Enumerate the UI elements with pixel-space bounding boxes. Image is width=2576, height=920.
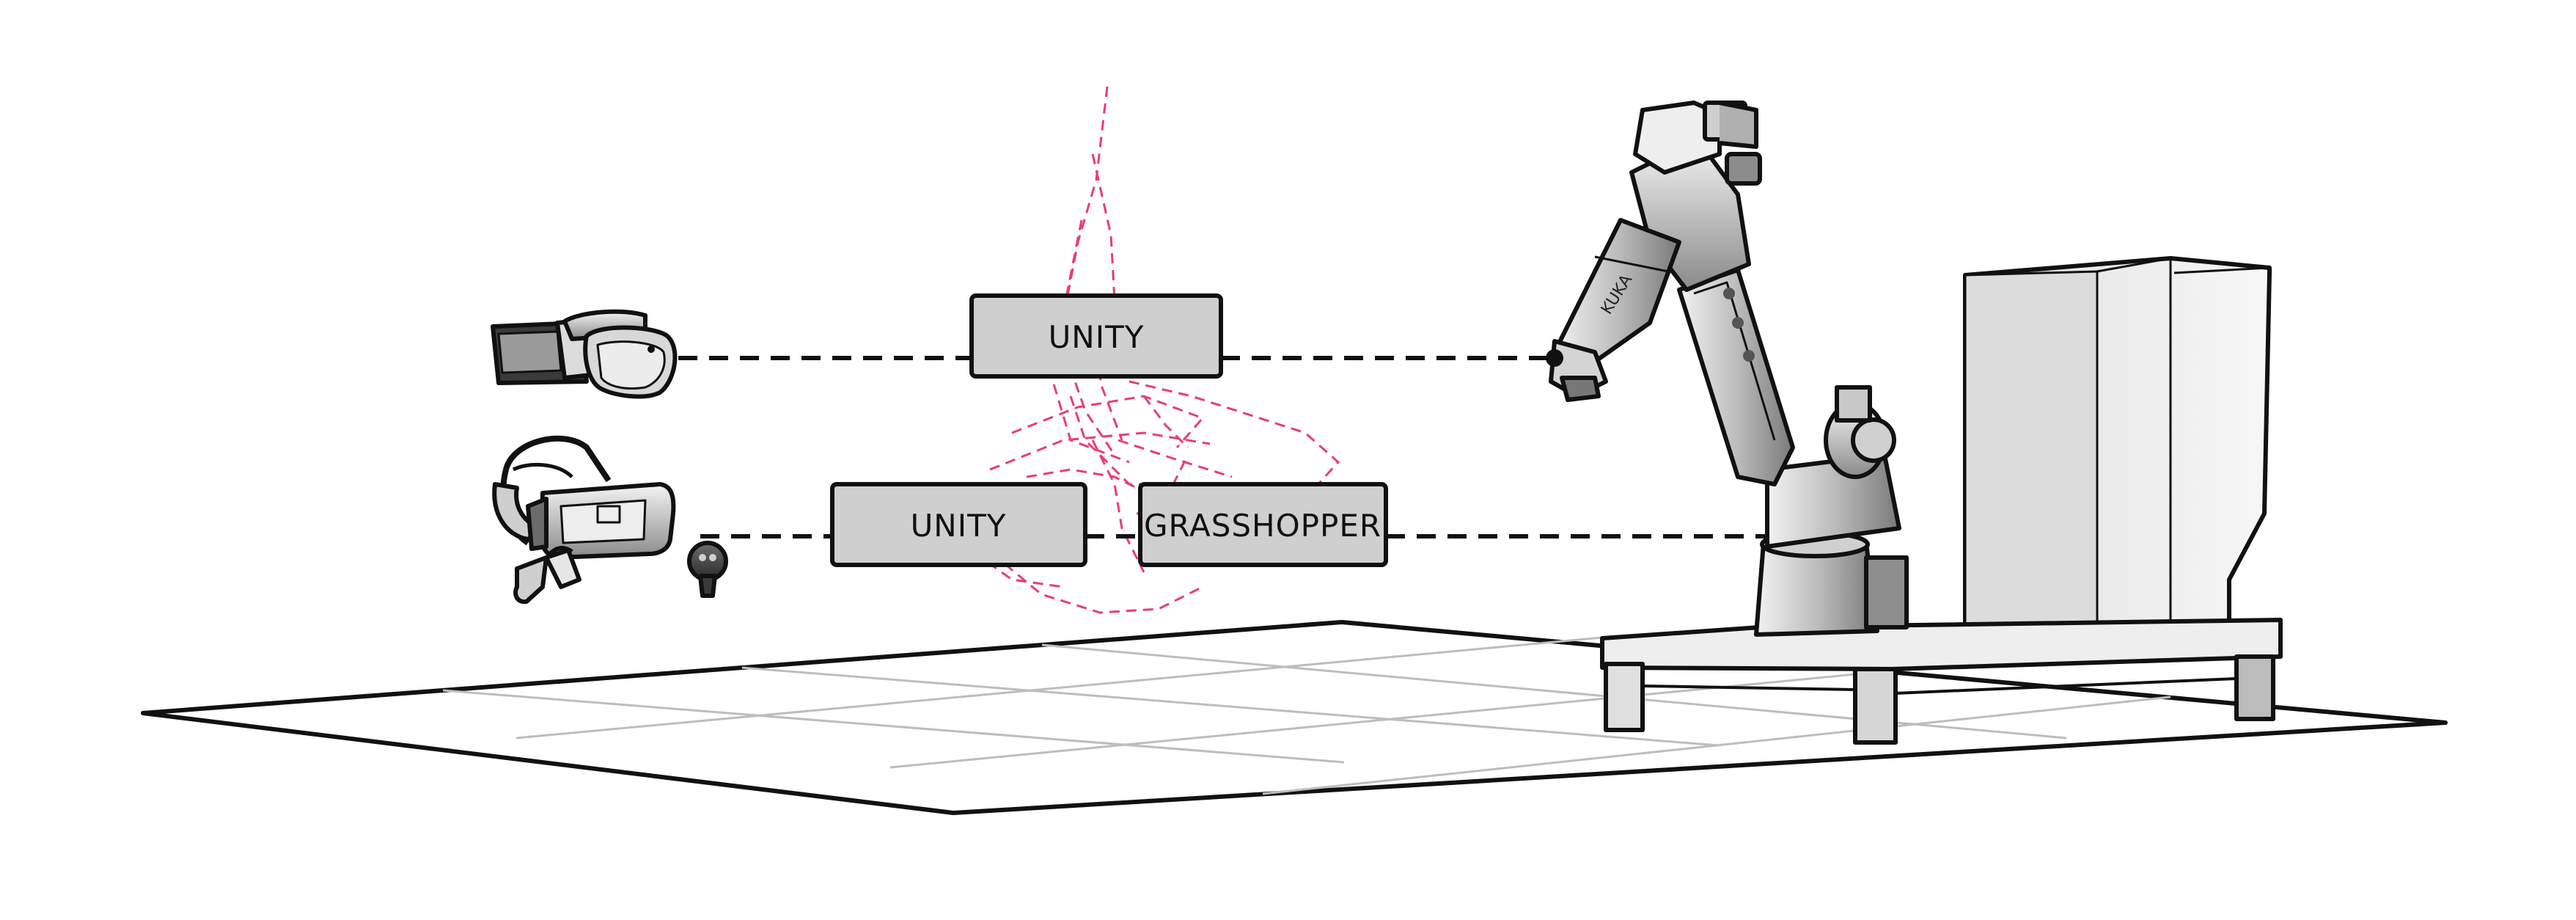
industrial-robot-arm: KUKA (1546, 101, 1909, 637)
floor-grid (442, 635, 2171, 795)
vr-headset-icon (492, 435, 676, 560)
unity-bottom-label: UNITY (911, 508, 1007, 544)
unity-bottom-node: UNITY (830, 482, 1087, 567)
vr-controller-icon (513, 541, 728, 605)
robot-platform (1600, 618, 2283, 745)
grasshopper-node: GRASSHOPPER (1138, 482, 1388, 567)
unity-top-label: UNITY (1049, 319, 1145, 355)
ar-headset-icon (491, 309, 678, 399)
grasshopper-label: GRASSHOPPER (1144, 508, 1381, 544)
control-cabinet (1963, 256, 2272, 629)
unity-top-node: UNITY (969, 293, 1223, 379)
floor-plane (141, 620, 2448, 815)
connector-lines (678, 356, 1775, 539)
